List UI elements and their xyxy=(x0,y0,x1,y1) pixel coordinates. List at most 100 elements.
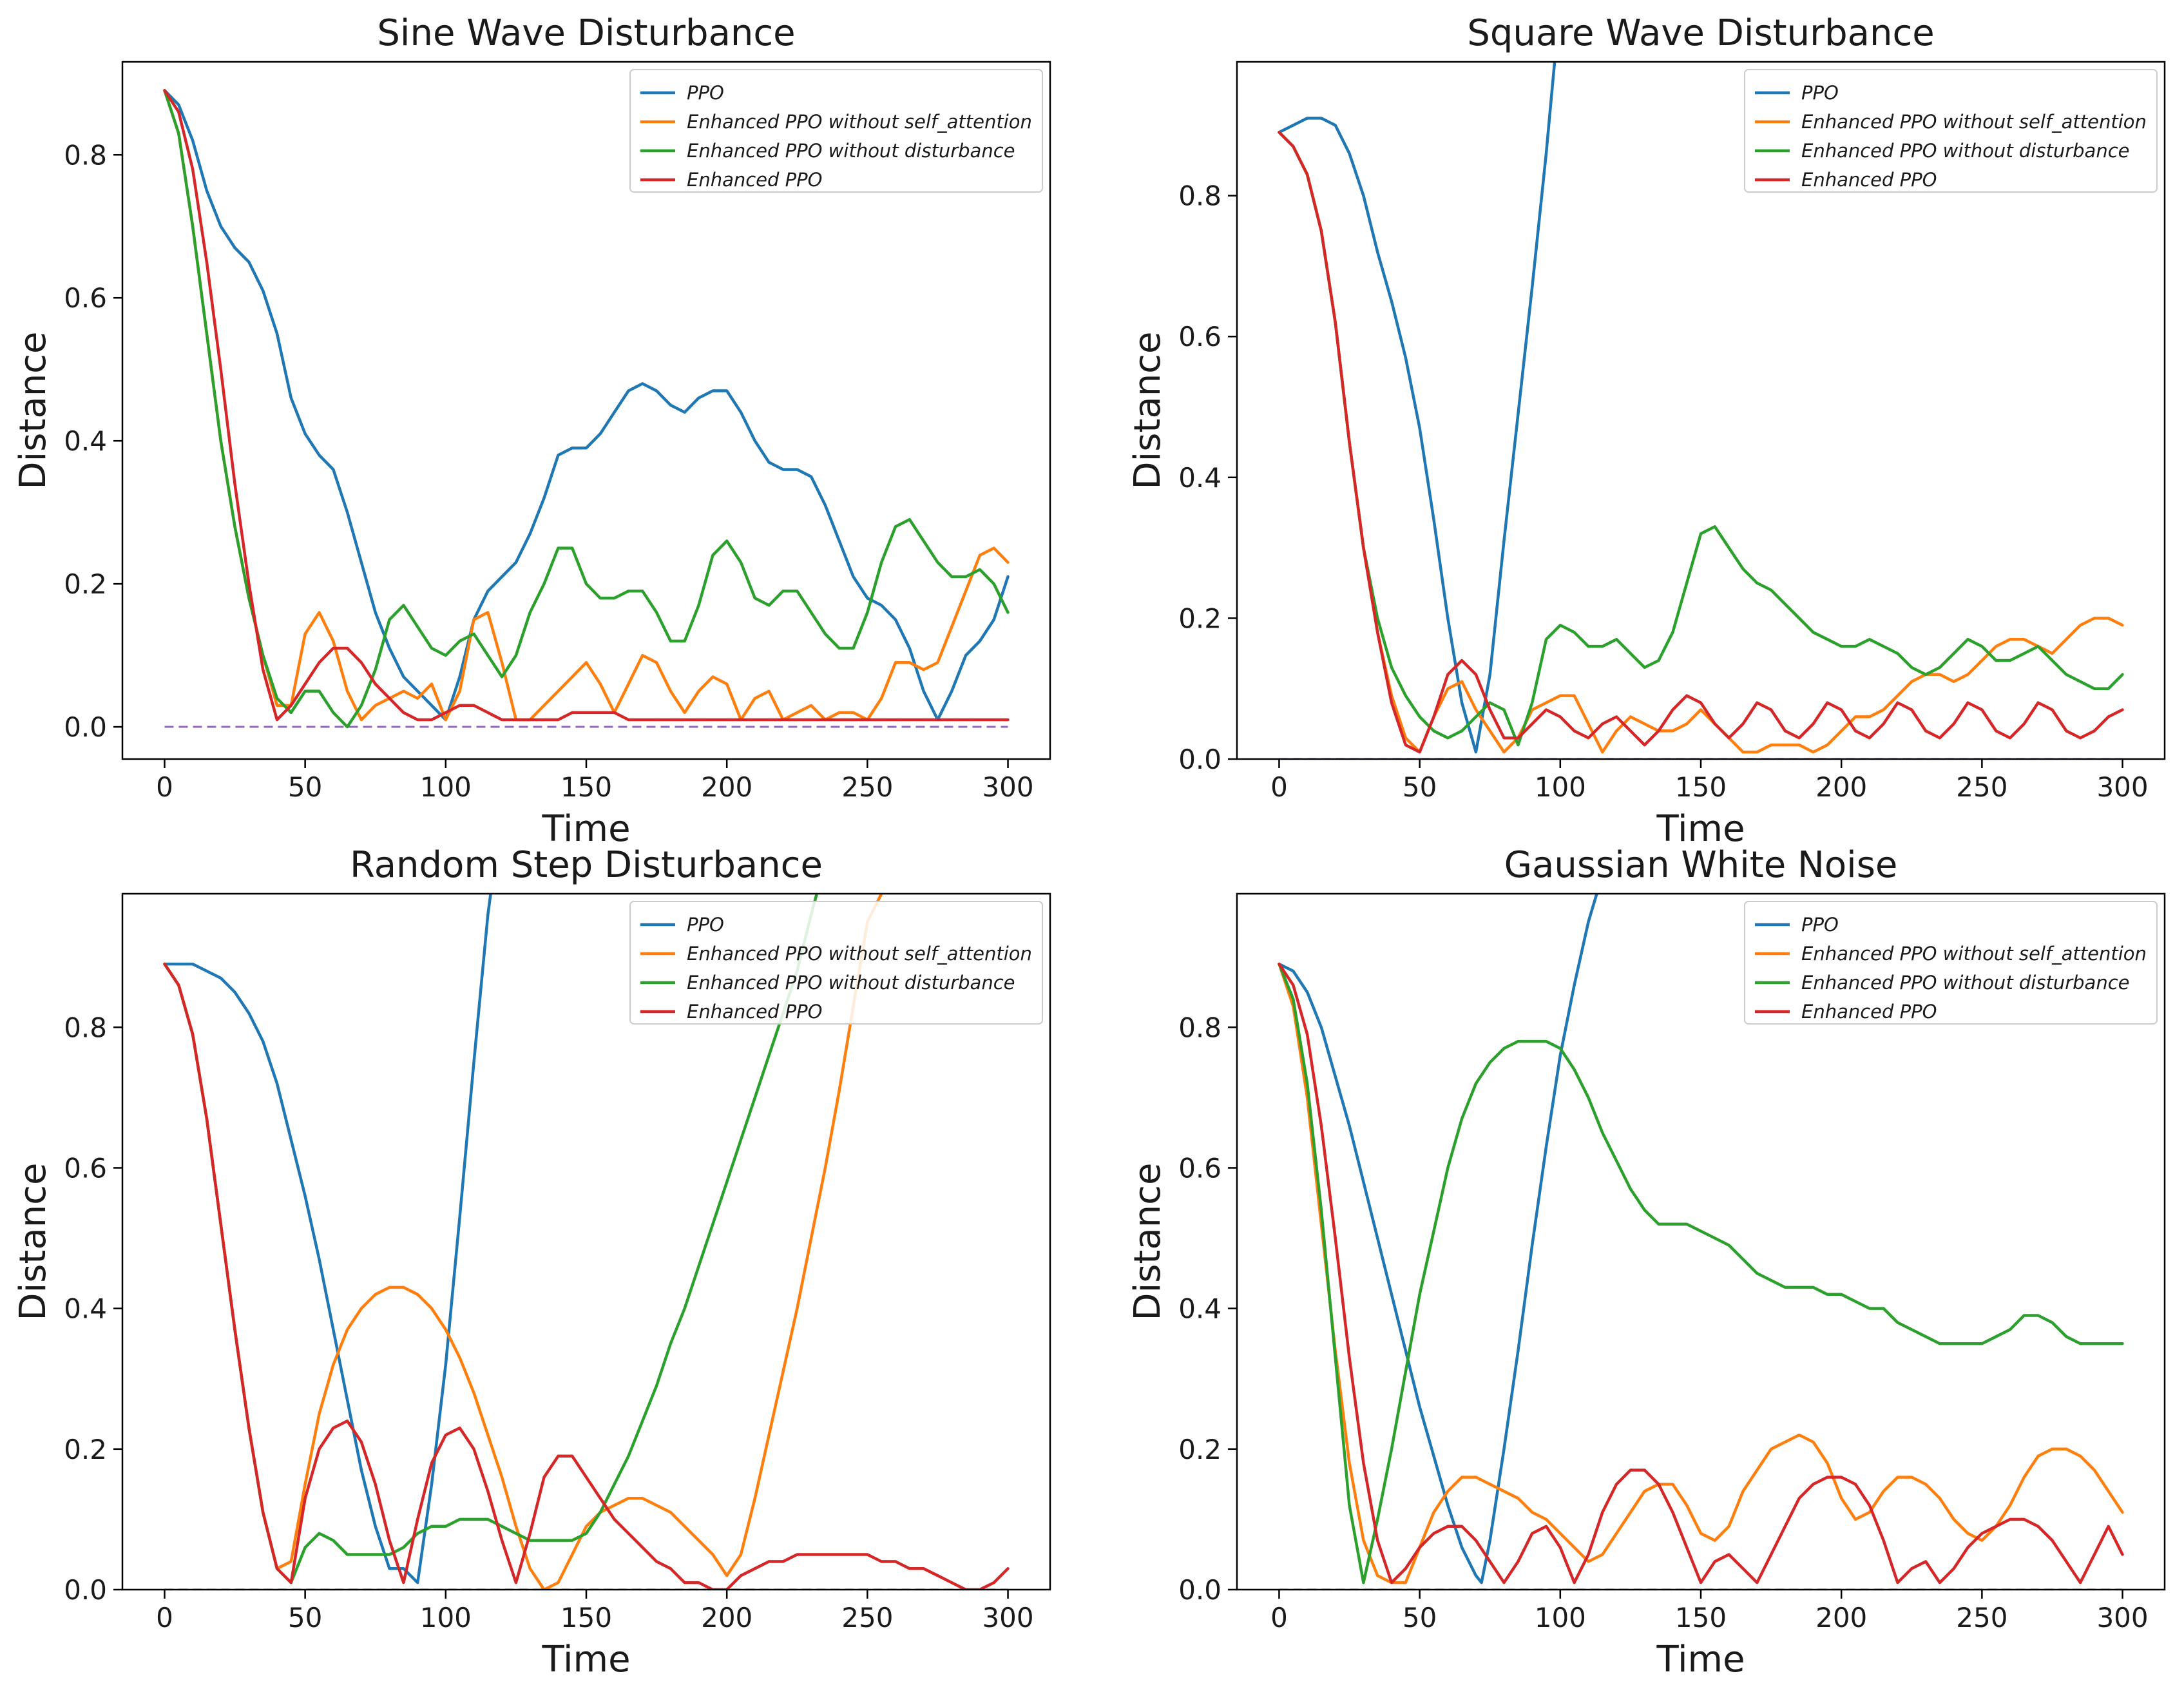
series-line-enhanced-ppo xyxy=(163,962,1010,1590)
y-tick-label: 0.0 xyxy=(64,1574,107,1606)
y-tick-label: 0.2 xyxy=(1178,1434,1221,1465)
legend-label-ppo: PPO xyxy=(687,914,724,936)
y-tick-label: 0.8 xyxy=(1178,180,1221,212)
y-tick-label: 0.6 xyxy=(64,1152,107,1184)
y-tick-label: 0.4 xyxy=(1178,1293,1221,1325)
legend-box xyxy=(1744,69,2158,193)
legend-label-enhanced-ppo: Enhanced PPO xyxy=(1801,169,1937,191)
series-line-enhanced-ppo xyxy=(1278,962,2124,1584)
x-tick-label: 0 xyxy=(1270,1602,1288,1633)
x-axis-label: Time xyxy=(1656,808,1745,850)
x-tick-label: 200 xyxy=(1815,771,1867,803)
y-tick-label: 0.6 xyxy=(1178,1152,1221,1184)
y-tick-label: 0.6 xyxy=(64,282,107,314)
y-tick-label: 0.2 xyxy=(64,1434,107,1465)
y-axis-label: Distance xyxy=(12,332,54,490)
chart-panel-4: Gaussian White Noise 0 50 100 150 200 250 300 0.… xyxy=(1127,844,2166,1680)
chart-panel-1: Sine Wave Disturbance 0 50 100 150 200 250 300 0… xyxy=(12,12,1051,850)
plot-area xyxy=(1278,894,2124,1590)
x-tick-label: 50 xyxy=(1403,1602,1437,1633)
x-tick-label: 100 xyxy=(420,1602,472,1633)
legend-label-enhanced-ppo: Enhanced PPO xyxy=(1801,1001,1937,1023)
y-tick-label: 0.0 xyxy=(64,711,107,743)
x-tick-label: 250 xyxy=(1956,1602,2007,1633)
legend-box xyxy=(629,69,1043,193)
x-axis-label: Time xyxy=(1656,1639,1745,1680)
x-axis-label: Time xyxy=(541,1639,630,1680)
y-tick-label: 0.4 xyxy=(64,425,107,457)
legend-label-enhanced-ppo: Enhanced PPO xyxy=(687,169,822,191)
plot-area xyxy=(163,89,1010,729)
y-tick-label: 0.0 xyxy=(1178,1574,1221,1606)
legend-label-no-self-attention: Enhanced PPO without self_attention xyxy=(687,111,1032,133)
plot-area xyxy=(1278,62,2124,759)
series-line-enhanced-ppo xyxy=(163,89,1010,722)
x-tick-label: 300 xyxy=(2096,1602,2148,1633)
x-tick-label: 250 xyxy=(841,771,893,803)
legend: PPO Enhanced PPO without self_attention En… xyxy=(629,69,1043,193)
y-tick-label: 0.8 xyxy=(1178,1012,1221,1043)
x-tick-label: 300 xyxy=(2096,771,2148,803)
x-tick-label: 250 xyxy=(1956,771,2007,803)
x-tick-label: 50 xyxy=(288,771,322,803)
legend-label-no-disturbance: Enhanced PPO without disturbance xyxy=(687,140,1015,162)
x-tick-label: 200 xyxy=(1815,1602,1867,1633)
plot-area xyxy=(163,894,1010,1590)
legend-label-enhanced-ppo: Enhanced PPO xyxy=(687,1001,822,1023)
series-line-ppo xyxy=(163,894,492,1584)
x-tick-label: 200 xyxy=(701,1602,752,1633)
y-tick-label: 0.2 xyxy=(64,568,107,600)
series-line-no-self-attention xyxy=(163,894,883,1590)
x-tick-label: 0 xyxy=(1270,771,1288,803)
x-tick-label: 250 xyxy=(841,1602,893,1633)
x-tick-label: 50 xyxy=(288,1602,322,1633)
chart-panel-2: Square Wave Disturbance 0 50 100 150 200 250 30… xyxy=(1127,12,2166,850)
y-tick-label: 0.4 xyxy=(64,1293,107,1325)
series-line-ppo xyxy=(163,89,1010,722)
legend-label-ppo: PPO xyxy=(1801,914,1839,936)
series-line-no-self-attention xyxy=(1278,962,2124,1584)
x-tick-label: 200 xyxy=(701,771,752,803)
series-line-no-disturbance xyxy=(1278,131,2124,747)
y-tick-label: 0.8 xyxy=(64,139,107,171)
x-tick-label: 300 xyxy=(982,771,1033,803)
x-axis-label: Time xyxy=(541,808,630,850)
chart-title: Square Wave Disturbance xyxy=(1467,12,1934,54)
legend: PPO Enhanced PPO without self_attention En… xyxy=(1744,69,2158,193)
legend-label-ppo: PPO xyxy=(687,82,724,104)
legend-label-no-disturbance: Enhanced PPO without disturbance xyxy=(1801,972,2130,994)
legend-label-no-self-attention: Enhanced PPO without self_attention xyxy=(1801,943,2147,965)
y-tick-label: 0.2 xyxy=(1178,602,1221,634)
legend: PPO Enhanced PPO without self_attention En… xyxy=(1744,901,2158,1025)
legend-box xyxy=(629,901,1043,1025)
y-tick-label: 0.6 xyxy=(1178,321,1221,352)
series-line-enhanced-ppo xyxy=(1278,131,2124,754)
x-tick-label: 0 xyxy=(156,771,173,803)
legend-label-no-self-attention: Enhanced PPO without self_attention xyxy=(687,943,1032,965)
legend-label-no-self-attention: Enhanced PPO without self_attention xyxy=(1801,111,2147,133)
x-tick-label: 50 xyxy=(1403,771,1437,803)
y-tick-label: 0.4 xyxy=(1178,462,1221,494)
legend-label-no-disturbance: Enhanced PPO without disturbance xyxy=(1801,140,2130,162)
chart-panel-3: Random Step Disturbance 0 50 100 150 200 250 30… xyxy=(12,844,1051,1680)
x-tick-label: 150 xyxy=(560,1602,612,1633)
legend-label-ppo: PPO xyxy=(1801,82,1839,104)
y-axis-label: Distance xyxy=(12,1163,54,1321)
legend-box xyxy=(1744,901,2158,1025)
x-tick-label: 150 xyxy=(1675,1602,1727,1633)
x-tick-label: 150 xyxy=(1675,771,1727,803)
chart-title: Sine Wave Disturbance xyxy=(377,12,795,54)
series-line-no-disturbance xyxy=(163,89,1010,729)
x-tick-label: 0 xyxy=(156,1602,173,1633)
y-tick-label: 0.0 xyxy=(1178,744,1221,775)
legend-label-no-disturbance: Enhanced PPO without disturbance xyxy=(687,972,1015,994)
legend: PPO Enhanced PPO without self_attention En… xyxy=(629,901,1043,1025)
y-tick-label: 0.8 xyxy=(64,1012,107,1043)
chart-title: Gaussian White Noise xyxy=(1504,844,1898,886)
chart-title: Random Step Disturbance xyxy=(350,844,823,886)
series-line-ppo xyxy=(1278,62,1557,754)
series-line-no-disturbance xyxy=(1278,962,2124,1584)
y-axis-label: Distance xyxy=(1127,332,1169,490)
x-tick-label: 100 xyxy=(1535,771,1586,803)
